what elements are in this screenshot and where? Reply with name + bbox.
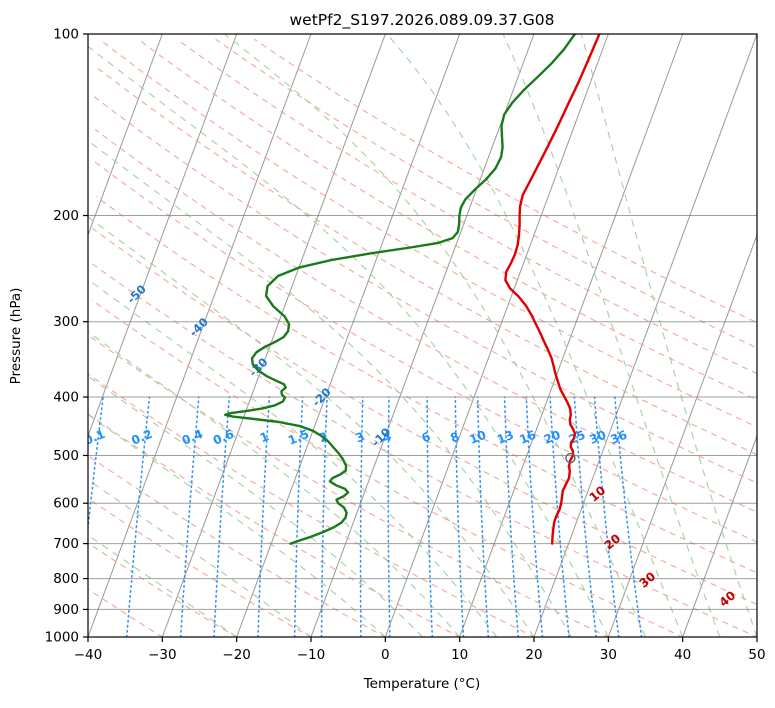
x-axis-tick: −20 [222,647,251,663]
x-axis-tick: −30 [148,647,177,663]
x-axis-tick: −40 [74,647,103,663]
y-axis-tick: 600 [53,496,79,512]
mixing-ratio-label: 16 [517,428,538,447]
page-title: wetPf2_S197.2026.089.09.37.G08 [290,11,555,30]
plot-border [87,33,758,638]
x-axis-tick: 20 [525,647,542,663]
y-axis-tick: 200 [53,208,79,224]
y-axis-tick: 300 [53,314,79,330]
profile-line-temperature[interactable] [504,34,601,545]
sounding-profiles[interactable] [223,34,601,545]
y-axis-tick: 700 [53,536,79,552]
lcl-marker [565,452,576,464]
y-axis-tick: 1000 [45,630,79,646]
x-axis-tick: 30 [600,647,617,663]
x-axis-tick: 10 [451,647,468,663]
x-axis-label: Temperature (°C) [363,676,481,692]
y-axis-tick: 500 [53,448,79,464]
y-axis-label: Pressure (hPa) [8,288,24,385]
profile-markers [565,452,576,464]
x-axis-tick: −10 [297,647,326,663]
y-axis-tick: 100 [53,27,79,43]
grid-lines [88,34,757,637]
x-axis-tick: 0 [381,647,390,663]
y-axis-tick: 900 [53,602,79,618]
mixing-ratio-label: 20 [542,428,563,447]
mixing-ratio-label: 13 [495,428,516,447]
x-axis-tick: 50 [748,647,765,663]
profile-line-dewpoint[interactable] [223,34,577,545]
mixing-ratio-label: 10 [467,428,488,447]
y-axis-tick: 800 [53,571,79,587]
mixing-ratio-label: 30 [587,428,608,447]
x-axis-tick: 40 [674,647,691,663]
mixing-ratio-label: 36 [608,428,629,447]
y-axis-tick: 400 [53,390,79,406]
